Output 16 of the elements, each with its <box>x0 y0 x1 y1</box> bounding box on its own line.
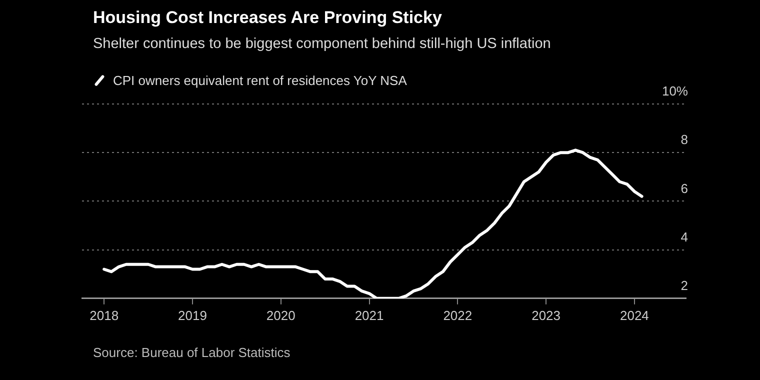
x-tick-label: 2020 <box>266 308 296 323</box>
x-tick-label: 2023 <box>532 308 561 323</box>
chart-subtitle: Shelter continues to be biggest component behind still-high US inflation <box>93 36 551 52</box>
x-tick-label: 2024 <box>620 308 649 323</box>
legend-label: CPI owners equivalent rent of residences YoY NSA <box>113 73 407 88</box>
chart-title: Housing Cost Increases Are Proving Sticky <box>93 8 442 28</box>
x-tick-label: 2019 <box>178 308 207 323</box>
y-tick-label: 6 <box>680 180 688 196</box>
x-tick-label: 2021 <box>354 308 384 323</box>
source-note: Source: Bureau of Labor Statistics <box>93 345 290 360</box>
x-tick-label: 2022 <box>443 308 472 323</box>
x-tick-label: 2018 <box>90 308 119 323</box>
y-tick-label: 2 <box>680 278 688 293</box>
y-tick-label: 4 <box>680 229 688 244</box>
y-tick-label: 10% <box>662 84 688 99</box>
y-tick-label: 8 <box>680 132 688 148</box>
